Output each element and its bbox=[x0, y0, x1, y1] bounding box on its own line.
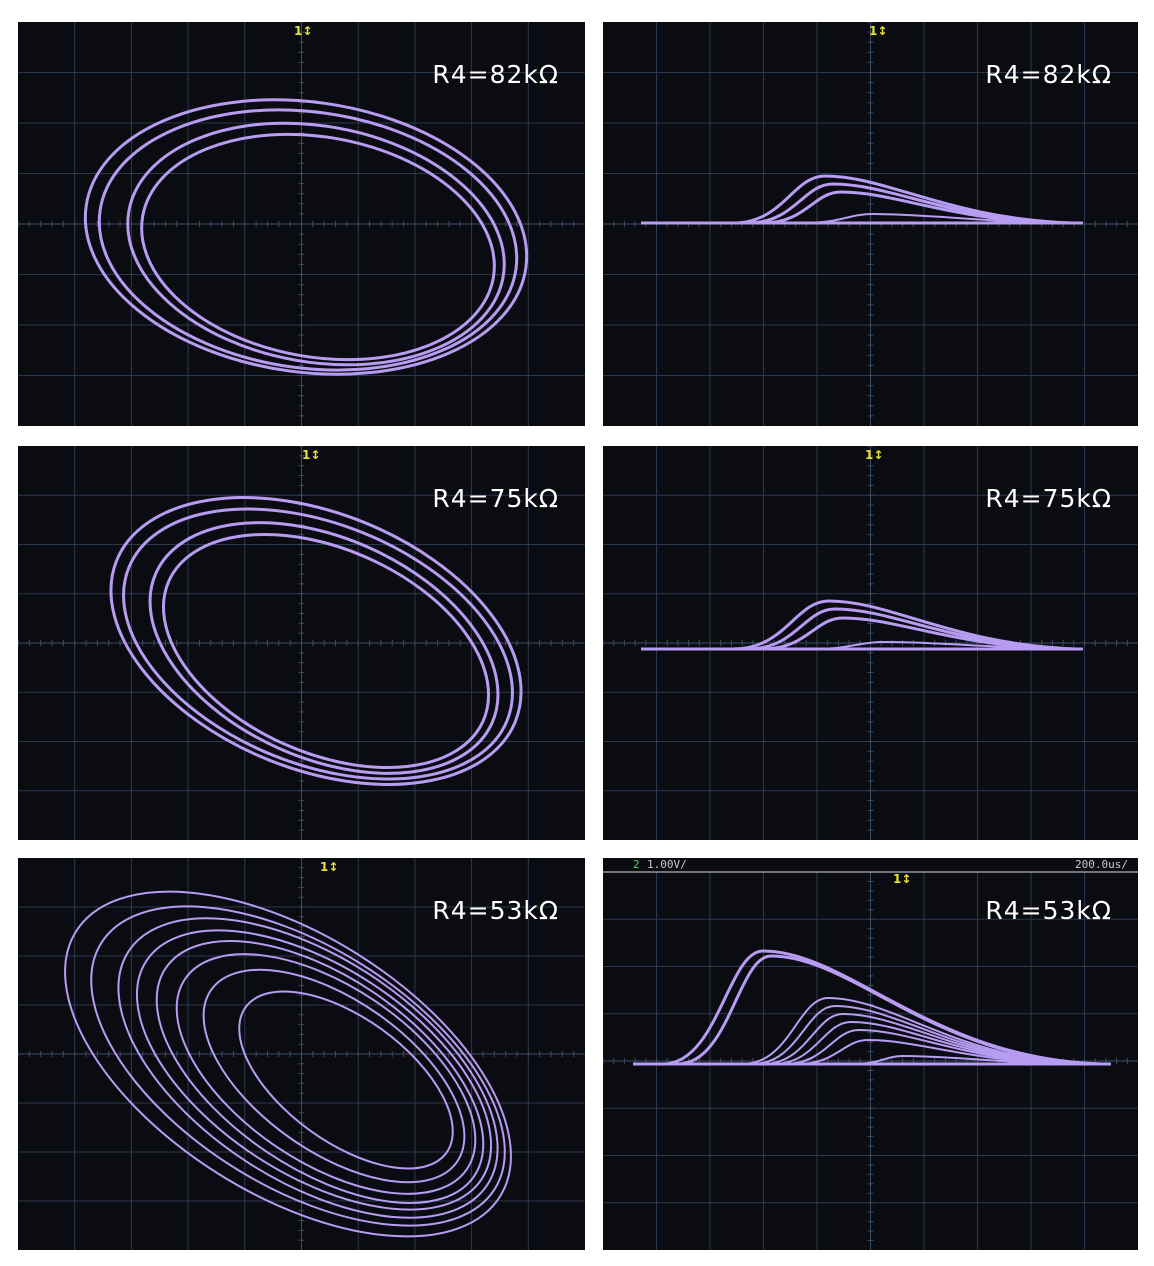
trigger-marker-icon: 1↕ bbox=[893, 872, 912, 886]
trigger-marker-icon: 1↕ bbox=[865, 448, 884, 462]
scope-panel-phase-75: 1↕ R4=75kΩ bbox=[18, 446, 585, 840]
waveform-pulse-trace bbox=[802, 212, 1044, 224]
waveform-pulse-trace bbox=[752, 1004, 1084, 1065]
phase-trace-loop bbox=[90, 905, 506, 1227]
phase-trace-loop bbox=[238, 990, 454, 1170]
phase-trace-loop bbox=[140, 132, 496, 362]
trigger-marker-icon: 1↕ bbox=[294, 24, 313, 38]
scope-screen bbox=[18, 446, 585, 840]
phase-trace-loop bbox=[109, 496, 523, 786]
resistance-label: R4=75kΩ bbox=[432, 484, 559, 513]
scope-panel-time-82: 1↕ R4=82kΩ bbox=[603, 22, 1138, 426]
phase-trace-loop bbox=[148, 521, 500, 775]
scope-screen bbox=[603, 22, 1138, 426]
scope-panel-time-75: 1↕ R4=75kΩ bbox=[603, 446, 1138, 840]
trigger-marker-icon: 1↕ bbox=[869, 24, 888, 38]
phase-trace-loop bbox=[155, 940, 485, 1204]
trigger-marker-icon: 1↕ bbox=[320, 860, 339, 874]
waveform-pulse-trace bbox=[784, 1028, 1069, 1065]
waveform-pulse-trace bbox=[732, 599, 1079, 651]
scope-panel-time-53: 2 1.00V/ 200.0us/ 1↕ R4=53kΩ bbox=[603, 858, 1138, 1250]
scope-panel-phase-53: 1↕ R4=53kΩ bbox=[18, 858, 585, 1250]
phase-trace-loop bbox=[135, 929, 493, 1211]
scope-screen bbox=[18, 858, 585, 1250]
scope-panel-phase-82: 1↕ R4=82kΩ bbox=[18, 22, 585, 426]
waveform-pulse-trace bbox=[852, 1054, 1054, 1065]
phase-trace-loop bbox=[161, 532, 491, 770]
phase-trace-loop bbox=[83, 98, 529, 376]
waveform-pulse-trace bbox=[662, 949, 1104, 1066]
phase-trace-loop bbox=[117, 917, 499, 1219]
resistance-label: R4=53kΩ bbox=[985, 896, 1112, 925]
scope-screen bbox=[603, 446, 1138, 840]
waveform-pulse-trace bbox=[732, 174, 1074, 225]
waveform-pulse-trace bbox=[762, 616, 1059, 651]
waveform-pulse-trace bbox=[747, 182, 1064, 225]
resistance-label: R4=53kΩ bbox=[432, 896, 559, 925]
phase-trace-loop bbox=[97, 108, 519, 372]
resistance-label: R4=82kΩ bbox=[985, 60, 1112, 89]
time-per-div-readout: 200.0us/ bbox=[1075, 858, 1128, 871]
phase-trace-loop bbox=[122, 507, 514, 781]
resistance-label: R4=75kΩ bbox=[985, 484, 1112, 513]
waveform-pulse-trace bbox=[772, 1020, 1074, 1065]
channel-number: 2 bbox=[633, 858, 640, 871]
waveform-pulse-trace bbox=[742, 996, 1089, 1065]
scope-screen bbox=[603, 871, 1138, 1250]
phase-trace-loop bbox=[126, 121, 506, 367]
phase-trace-loop bbox=[202, 968, 466, 1184]
waveform-pulse-trace bbox=[797, 1038, 1064, 1065]
phase-trace-loop bbox=[64, 890, 512, 1238]
waveform-pulse-trace bbox=[812, 640, 1044, 650]
waveform-pulse-trace bbox=[762, 190, 1054, 225]
waveform-pulse-trace bbox=[762, 1012, 1079, 1065]
scope-screen bbox=[18, 22, 585, 426]
phase-trace-loop bbox=[175, 953, 477, 1195]
waveform-pulse-trace bbox=[747, 607, 1069, 651]
waveform-pulse-trace bbox=[677, 954, 1099, 1066]
volts-per-div-readout: 1.00V/ bbox=[647, 858, 687, 871]
trigger-marker-icon: 1↕ bbox=[302, 448, 321, 462]
resistance-label: R4=82kΩ bbox=[432, 60, 559, 89]
